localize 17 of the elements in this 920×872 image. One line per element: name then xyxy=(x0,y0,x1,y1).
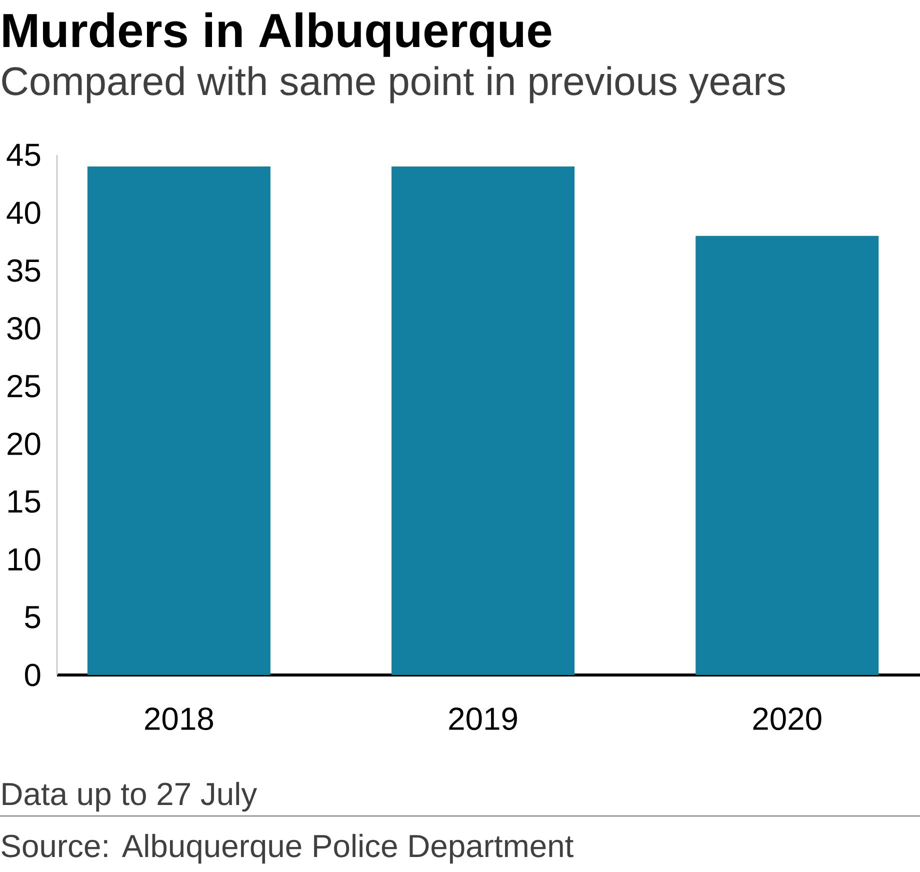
x-tick-label: 2019 xyxy=(449,708,517,730)
y-tick-label: 25 xyxy=(8,374,40,398)
text: Data up to 27 July xyxy=(2,782,258,812)
y-tick-label: 20 xyxy=(8,432,40,456)
y-tick-label: 0 xyxy=(25,664,40,686)
y-tick-label: 15 xyxy=(8,490,40,513)
y-tick-label: 30 xyxy=(7,317,40,340)
chart-title: Murders in Albuquerque xyxy=(3,12,552,57)
y-tick-label: 10 xyxy=(8,548,40,571)
y-tick-label: 40 xyxy=(6,201,40,224)
x-tick-label: 2020 xyxy=(753,708,822,730)
x-tick-label: 2018 xyxy=(145,708,213,730)
chart-subtitle: Compared with same point in previous years xyxy=(2,66,785,104)
source-note: Source: Albuquerque Police Department xyxy=(2,834,574,864)
y-tick-label: 45 xyxy=(6,144,40,166)
y-tick-label: 5 xyxy=(25,606,40,628)
y-tick-label: 35 xyxy=(7,259,40,282)
